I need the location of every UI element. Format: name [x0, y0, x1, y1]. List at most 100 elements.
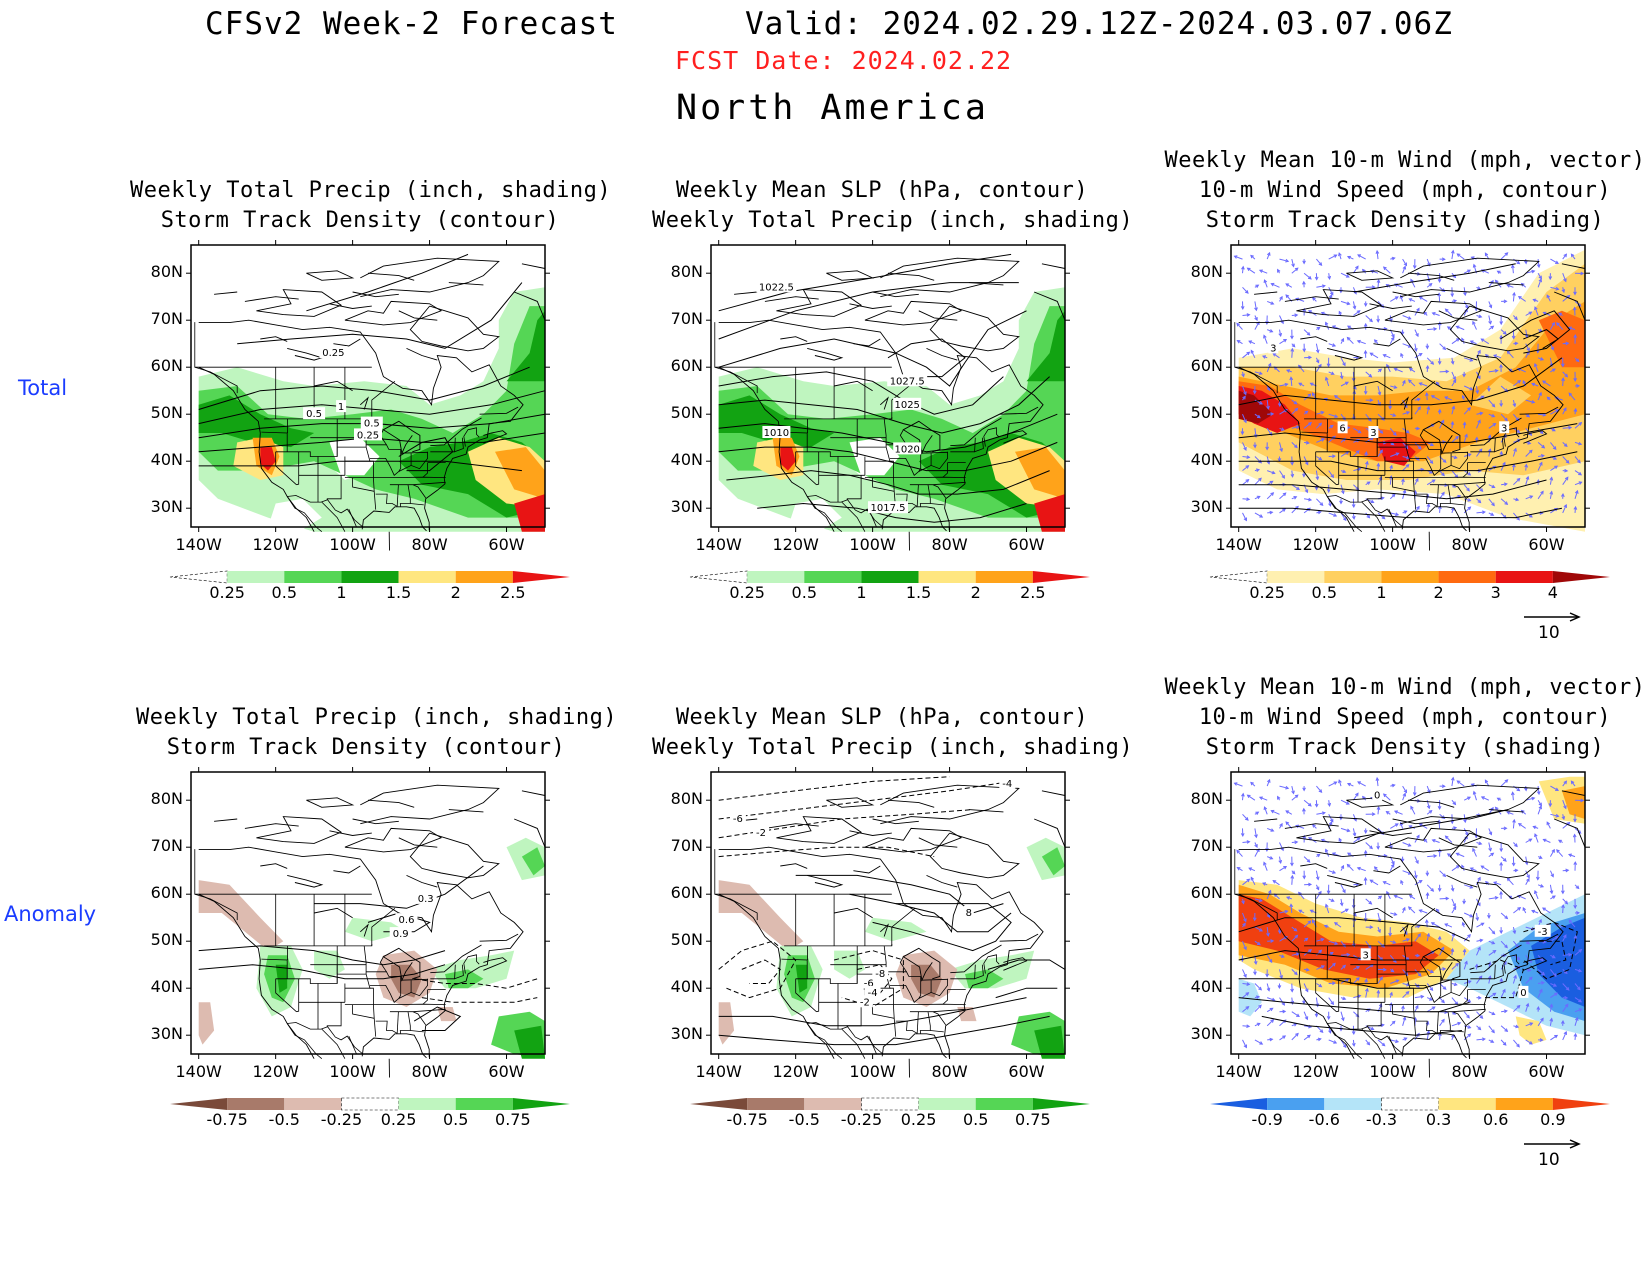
wind-vector-head	[1279, 975, 1283, 980]
wind-vector	[1513, 1005, 1521, 1013]
wind-vector-head	[1499, 861, 1504, 866]
wind-vector	[1463, 287, 1466, 296]
coastline	[1003, 430, 1028, 444]
island-outline	[926, 874, 958, 888]
wind-vector-head	[1340, 337, 1345, 342]
wind-vector-head	[1369, 925, 1374, 930]
wind-vector-head	[1478, 448, 1483, 453]
wind-vector	[1513, 478, 1521, 486]
wind-vector-head	[1523, 787, 1528, 792]
wind-vector-head	[1386, 363, 1390, 368]
wind-vector-head	[1491, 940, 1496, 945]
wind-vector	[1574, 949, 1582, 956]
wind-vector-head	[1386, 890, 1390, 895]
wind-vector-head	[1425, 872, 1430, 877]
contour-label: -2	[860, 997, 870, 1008]
wind-vector	[1451, 379, 1457, 387]
island-outline	[1407, 799, 1455, 808]
island-outline	[1327, 347, 1364, 361]
contour-label: 0	[1374, 791, 1380, 802]
coastline	[256, 816, 343, 844]
wind-vector-head	[1539, 988, 1543, 993]
wind-vector-head	[1356, 310, 1361, 314]
wind-vector-head	[1542, 939, 1547, 944]
wind-vector-head	[1263, 279, 1268, 284]
political-boundary	[396, 1011, 399, 1034]
wind-vector-head	[1255, 284, 1260, 288]
wind-vector	[1525, 495, 1533, 500]
contour-label-bg	[856, 995, 873, 1008]
wind-vector	[1464, 357, 1473, 362]
wind-vector-head	[1524, 463, 1529, 468]
wind-vector-head	[1442, 440, 1447, 444]
wind-vector-head	[1526, 413, 1531, 418]
wind-vector-head	[1538, 855, 1543, 859]
wind-vector	[1463, 828, 1469, 836]
lat-tick-label: 80N	[150, 789, 183, 809]
political-boundary	[1462, 462, 1469, 478]
wind-vector-head	[1560, 890, 1565, 895]
wind-vector-head	[1431, 479, 1436, 483]
lon-tick-label: 120W	[1292, 535, 1339, 554]
wind-vector	[1402, 870, 1412, 875]
wind-vector	[1242, 1039, 1247, 1048]
island-outline	[329, 830, 372, 836]
wind-vector	[1267, 470, 1275, 474]
political-boundary	[399, 1011, 411, 1034]
contour-label-bg	[336, 400, 347, 413]
shaded-region	[1034, 494, 1065, 532]
wind-vector	[1562, 934, 1567, 942]
wind-vector	[1463, 269, 1471, 274]
wind-vector	[1377, 427, 1383, 434]
wind-vector	[1463, 301, 1469, 309]
wind-vector-head	[1568, 853, 1572, 858]
wind-vector-head	[1549, 1003, 1554, 1008]
wind-vector	[1457, 780, 1465, 787]
wind-vector-head	[1262, 355, 1267, 359]
political-boundary	[422, 989, 429, 1005]
island-outline	[764, 823, 819, 829]
wind-vector-head	[1510, 264, 1515, 269]
colorbar-segment	[689, 570, 748, 584]
wind-vector-head	[1254, 307, 1258, 312]
wind-vector-head	[1555, 409, 1560, 413]
wind-vector	[1488, 498, 1495, 506]
contour-line	[718, 310, 1027, 387]
colorbar-label: 0.25	[900, 1110, 937, 1129]
wind-vector-head	[1347, 852, 1351, 857]
wind-vector	[1574, 470, 1582, 476]
wind-vector	[1525, 399, 1535, 403]
wind-vector-head	[1573, 291, 1577, 296]
wind-vector	[1304, 1025, 1312, 1028]
wind-vector-head	[1365, 987, 1369, 992]
political-boundary	[379, 956, 387, 973]
political-boundary	[714, 849, 758, 921]
colorbar-segment	[170, 1098, 228, 1110]
wind-vector	[1303, 272, 1312, 280]
wind-vector-head	[1318, 363, 1322, 368]
wind-vector-head	[1502, 858, 1507, 862]
wind-vector-head	[1542, 380, 1546, 384]
coastline	[514, 291, 546, 321]
wind-vector-head	[1333, 1040, 1338, 1044]
panel-title-line: 10-m Wind Speed (mph, contour)	[1198, 178, 1612, 203]
wind-vector	[1357, 867, 1366, 872]
wind-vector-head	[1294, 840, 1299, 845]
wind-vector-head	[1357, 467, 1362, 472]
tick-layer	[186, 240, 550, 532]
wind-vector-head	[1333, 781, 1338, 785]
wind-vector-head	[1302, 348, 1307, 353]
wind-vector-head	[1531, 909, 1536, 914]
coastline	[1041, 790, 1066, 796]
wind-vector-head	[1278, 332, 1283, 338]
wind-vector-head	[1528, 311, 1533, 315]
wind-vector-head	[1285, 258, 1290, 263]
wind-vector	[1266, 955, 1273, 963]
wind-vector	[1377, 449, 1383, 457]
wind-vector-head	[1577, 986, 1581, 991]
coastline	[718, 846, 1044, 1058]
wind-vector	[1426, 393, 1428, 401]
wind-vector	[1386, 891, 1391, 900]
wind-vector	[1525, 270, 1535, 274]
wind-vector	[1402, 464, 1410, 471]
